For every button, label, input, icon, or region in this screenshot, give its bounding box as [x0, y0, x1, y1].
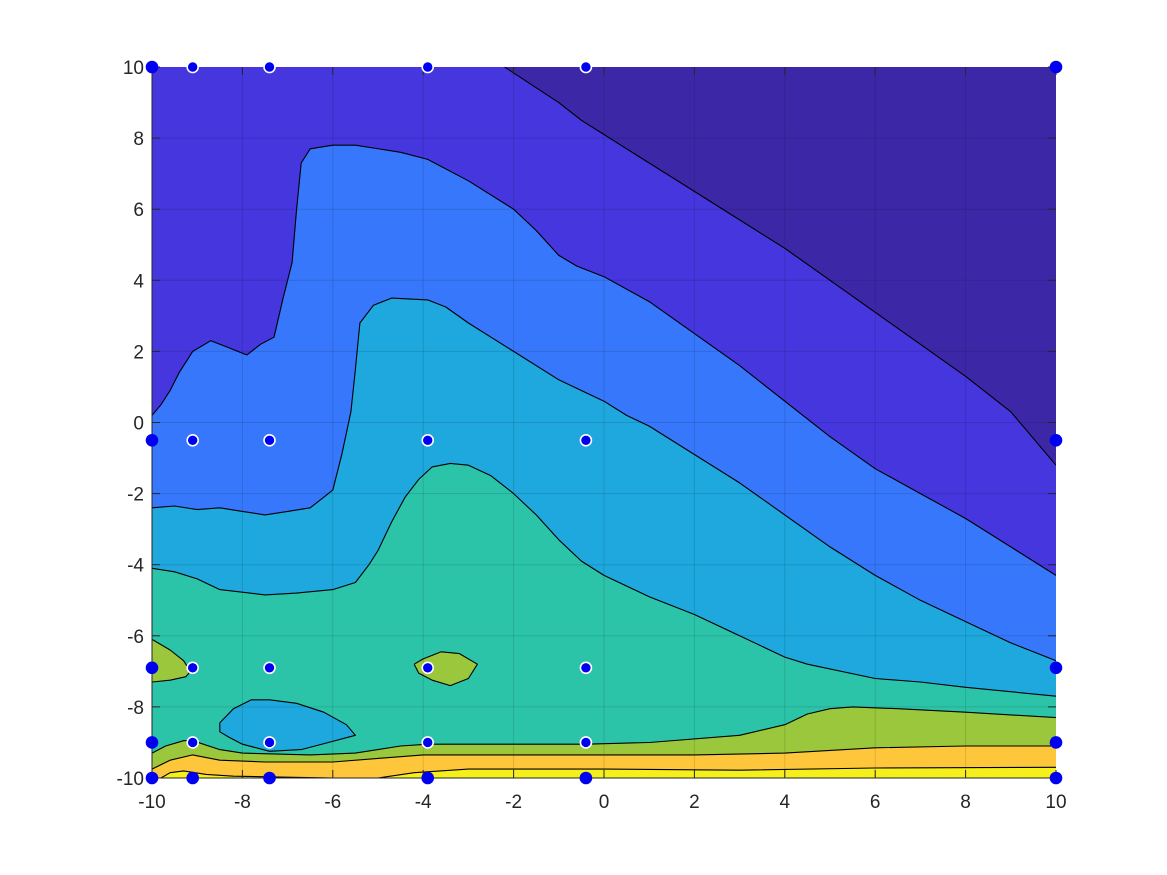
contour-line-5 [152, 706, 1056, 756]
y-tick-label: 0 [133, 414, 144, 435]
grid-lines [152, 67, 1056, 778]
sample-point [186, 60, 199, 74]
y-tick-label: 10 [123, 58, 144, 79]
sample-point [421, 60, 435, 74]
sample-point [579, 433, 593, 447]
y-tick-label: -2 [127, 485, 144, 506]
contour-region-8 [219, 699, 356, 752]
sample-point [421, 736, 435, 749]
sample-point [421, 771, 435, 785]
sample-point [145, 661, 159, 675]
contour-line-3 [152, 297, 1056, 662]
sample-point [421, 661, 435, 675]
contour-region-10 [161, 767, 1056, 778]
y-tick-label: 2 [133, 342, 144, 363]
sample-point [263, 771, 276, 785]
x-tick-label: 8 [960, 792, 971, 813]
sample-points [145, 60, 1063, 785]
sample-point [421, 433, 435, 447]
y-tick-label: -6 [127, 627, 144, 648]
sample-point [1049, 736, 1063, 749]
sample-point [579, 60, 593, 74]
x-tick-label: 2 [689, 792, 700, 813]
sample-point [1049, 661, 1063, 675]
x-tick-label: -4 [415, 792, 432, 813]
contour-region-4 [152, 463, 1056, 778]
y-tick-label: 6 [133, 200, 144, 221]
sample-point [145, 60, 159, 74]
x-tick-label: 10 [1045, 792, 1066, 813]
contour-line-2 [152, 144, 1056, 576]
x-tick-label: 4 [780, 792, 791, 813]
sample-point [145, 736, 159, 749]
sample-point [263, 60, 276, 74]
sample-point [579, 736, 593, 749]
contour-lines [152, 67, 1056, 778]
sample-point [263, 433, 276, 447]
sample-point [579, 771, 593, 785]
x-tick-label: 6 [870, 792, 881, 813]
sample-point [186, 736, 199, 749]
y-tick-label: 4 [133, 271, 144, 292]
contour-line-11 [377, 766, 1056, 778]
contour-line-8 [219, 699, 356, 752]
x-tick-label: -2 [505, 792, 522, 813]
contour-line-4 [152, 462, 1056, 697]
x-tick-label: -8 [234, 792, 251, 813]
sample-point [579, 661, 593, 675]
contour-line-7 [413, 651, 478, 687]
x-tick-label: -6 [324, 792, 341, 813]
sample-point [145, 433, 159, 447]
sample-point [1049, 60, 1063, 74]
x-axis-ticks: -10 -8 -6 -4 -2 0 2 4 6 8 10 [138, 67, 1067, 813]
contour-line-9 [152, 745, 1056, 770]
sample-point [145, 771, 159, 785]
contour-line-1 [504, 67, 1056, 466]
sample-point [1049, 771, 1063, 785]
contour-region-7 [414, 651, 478, 686]
sample-point [1049, 433, 1063, 447]
x-tick-label: -10 [138, 792, 165, 813]
y-tick-label: -4 [127, 556, 144, 577]
sample-point [186, 433, 199, 447]
contour-region-6 [152, 639, 191, 682]
y-tick-label: -8 [127, 698, 144, 719]
y-tick-label: -10 [117, 769, 144, 790]
sample-point [263, 736, 276, 749]
x-tick-label: 0 [599, 792, 610, 813]
y-tick-label: 8 [133, 129, 144, 150]
y-axis-ticks: -10 -8 -6 -4 -2 0 2 4 6 8 10 [117, 58, 1056, 790]
sample-point [186, 771, 199, 785]
sample-point [186, 661, 199, 675]
contour-regions [152, 67, 1056, 778]
sample-point [263, 661, 276, 675]
